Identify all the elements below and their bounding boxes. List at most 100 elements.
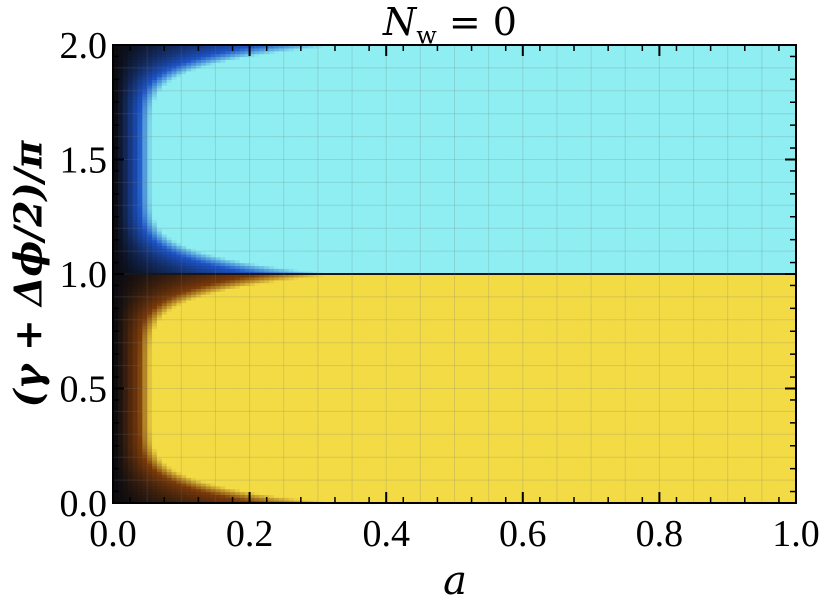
heatmap-cell (469, 462, 475, 467)
heatmap-cell (376, 468, 382, 473)
heatmap-cell (176, 471, 182, 475)
heatmap-cell (717, 485, 724, 490)
heatmap-cell (430, 471, 436, 475)
heatmap-cell (600, 488, 607, 493)
heatmap-cell (771, 477, 778, 481)
heatmap-cell (703, 497, 709, 501)
heatmap-cell (747, 488, 753, 493)
heatmap-cell (508, 460, 514, 464)
heatmap-cell (220, 477, 226, 481)
heatmap-cell (761, 477, 768, 481)
heatmap-cell (713, 471, 719, 475)
heatmap-cell (420, 482, 426, 487)
heatmap-cell (571, 485, 578, 490)
heatmap-cell (708, 462, 714, 467)
heatmap-cell (493, 480, 500, 484)
heatmap-cell (234, 477, 241, 481)
heatmap-cell (376, 491, 382, 496)
heatmap-cell (659, 468, 665, 473)
heatmap-cell (478, 491, 485, 496)
heatmap-cell (698, 491, 704, 496)
heatmap-cell (391, 482, 397, 487)
heatmap-cell (381, 494, 387, 498)
heatmap-cell (537, 480, 543, 484)
heatmap-cell (283, 485, 290, 490)
heatmap-cell (547, 500, 553, 503)
heatmap-cell (503, 482, 509, 487)
heatmap-cell (288, 482, 295, 487)
heatmap-cell (200, 474, 207, 478)
heatmap-cell (420, 485, 426, 490)
heatmap-cell (747, 494, 753, 498)
heatmap-cell (220, 460, 226, 464)
heatmap-cell (517, 491, 524, 496)
heatmap-cell (337, 471, 343, 475)
heatmap-cell (342, 460, 348, 464)
heatmap-cell (181, 491, 187, 496)
heatmap-cell (722, 485, 729, 490)
heatmap-cell (122, 488, 129, 493)
heatmap-cell (244, 471, 251, 475)
heatmap-cell (737, 471, 743, 475)
heatmap-cell (532, 491, 539, 496)
heatmap-cell (181, 462, 187, 467)
heatmap-cell (166, 462, 173, 467)
heatmap-cell (776, 477, 782, 481)
heatmap-cell (420, 471, 426, 475)
heatmap-cell (313, 494, 319, 498)
heatmap-cell (659, 477, 665, 481)
heatmap-cell (234, 468, 241, 473)
heatmap-cell (766, 482, 773, 487)
heatmap-cell (786, 480, 792, 484)
heatmap-cell (708, 485, 714, 490)
heatmap-cell (171, 465, 178, 470)
heatmap-cell (654, 462, 660, 467)
heatmap-cell (293, 500, 299, 503)
heatmap-cell (191, 465, 197, 470)
heatmap-cell (474, 480, 480, 484)
heatmap-cell (791, 497, 796, 501)
heatmap-cell (703, 485, 709, 490)
heatmap-cell (420, 474, 426, 478)
heatmap-cell (635, 491, 641, 496)
heatmap-cell (517, 468, 524, 473)
heatmap-cell (703, 491, 709, 496)
heatmap-cell (113, 468, 119, 473)
heatmap-cell (717, 494, 724, 498)
heatmap-cell (727, 468, 734, 473)
heatmap-cell (376, 494, 382, 498)
heatmap-cell (698, 488, 704, 493)
heatmap-cell (649, 462, 656, 467)
heatmap-cell (756, 485, 763, 490)
heatmap-cell (137, 480, 143, 484)
heatmap-cell (556, 460, 563, 464)
heatmap-cell (322, 465, 329, 470)
heatmap-cell (620, 465, 626, 470)
heatmap-cell (361, 462, 368, 467)
heatmap-cell (283, 494, 290, 498)
heatmap-cell (205, 460, 212, 464)
heatmap-cell (191, 497, 197, 501)
heatmap-cell (113, 462, 119, 467)
heatmap-cell (561, 497, 568, 501)
heatmap-cell (459, 460, 465, 464)
heatmap-cell (195, 480, 202, 484)
heatmap-cell (264, 482, 270, 487)
heatmap-cell (332, 488, 339, 493)
heatmap-cell (391, 494, 397, 498)
heatmap-cell (483, 494, 490, 498)
heatmap-cell (132, 468, 138, 473)
heatmap-cell (430, 465, 436, 470)
heatmap-cell (230, 460, 236, 464)
heatmap-cell (561, 494, 568, 498)
heatmap-cell (464, 491, 470, 496)
heatmap-cell (478, 468, 485, 473)
heatmap-cell (527, 497, 534, 501)
heatmap-cell (327, 468, 334, 473)
heatmap-cell (244, 500, 251, 503)
heatmap-cell (161, 494, 168, 498)
heatmap-cell (454, 462, 460, 467)
heatmap-cell (571, 474, 578, 478)
heatmap-cell (308, 477, 314, 481)
heatmap-cell (386, 462, 392, 467)
